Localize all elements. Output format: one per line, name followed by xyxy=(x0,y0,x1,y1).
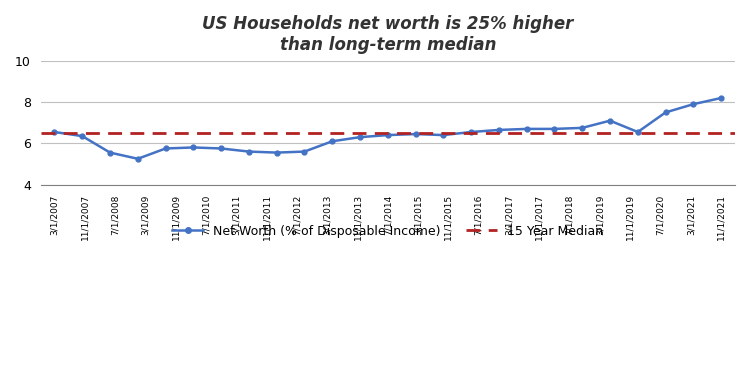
Net Worth (% of Disposable Income) xyxy=(161,146,170,151)
Net Worth (% of Disposable Income) xyxy=(50,130,59,134)
Line: Net Worth (% of Disposable Income): Net Worth (% of Disposable Income) xyxy=(52,96,724,161)
Net Worth (% of Disposable Income) xyxy=(300,149,309,154)
Legend: Net Worth (% of Disposable Income), 15 Year Median: Net Worth (% of Disposable Income), 15 Y… xyxy=(167,219,608,243)
Net Worth (% of Disposable Income) xyxy=(494,128,503,132)
Net Worth (% of Disposable Income) xyxy=(383,133,392,137)
15 Year Median xyxy=(50,131,59,135)
Net Worth (% of Disposable Income) xyxy=(661,110,670,115)
Net Worth (% of Disposable Income) xyxy=(356,135,364,140)
Net Worth (% of Disposable Income) xyxy=(633,130,642,134)
Net Worth (% of Disposable Income) xyxy=(550,127,559,131)
Net Worth (% of Disposable Income) xyxy=(578,126,586,130)
Net Worth (% of Disposable Income) xyxy=(522,127,531,131)
Net Worth (% of Disposable Income) xyxy=(716,96,725,100)
Net Worth (% of Disposable Income) xyxy=(439,133,448,137)
Net Worth (% of Disposable Income) xyxy=(466,130,476,134)
Net Worth (% of Disposable Income) xyxy=(272,150,281,155)
Net Worth (% of Disposable Income) xyxy=(134,157,142,161)
Net Worth (% of Disposable Income) xyxy=(106,150,115,155)
Net Worth (% of Disposable Income) xyxy=(78,134,87,138)
Net Worth (% of Disposable Income) xyxy=(244,149,254,154)
Net Worth (% of Disposable Income) xyxy=(688,102,698,106)
Title: US Households net worth is 25% higher
than long-term median: US Households net worth is 25% higher th… xyxy=(202,15,574,54)
Net Worth (% of Disposable Income) xyxy=(217,146,226,151)
Net Worth (% of Disposable Income) xyxy=(328,139,337,144)
Net Worth (% of Disposable Income) xyxy=(189,145,198,150)
Net Worth (% of Disposable Income) xyxy=(411,132,420,136)
Net Worth (% of Disposable Income) xyxy=(605,118,614,123)
15 Year Median xyxy=(78,131,87,135)
